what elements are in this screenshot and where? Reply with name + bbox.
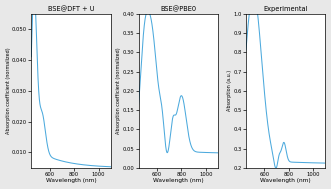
X-axis label: Wavelength (nm): Wavelength (nm) bbox=[153, 178, 204, 184]
Y-axis label: Absorption coefficient (normalized): Absorption coefficient (normalized) bbox=[116, 48, 121, 134]
X-axis label: Wavelength (nm): Wavelength (nm) bbox=[260, 178, 311, 184]
Y-axis label: Absorption (a.u.): Absorption (a.u.) bbox=[227, 70, 232, 112]
Title: BSE@PBE0: BSE@PBE0 bbox=[160, 5, 196, 12]
Title: Experimental: Experimental bbox=[263, 6, 308, 12]
X-axis label: Wavelength (nm): Wavelength (nm) bbox=[46, 178, 96, 184]
Y-axis label: Absorption coefficient (normalized): Absorption coefficient (normalized) bbox=[6, 48, 11, 134]
Title: BSE@DFT + U: BSE@DFT + U bbox=[48, 5, 94, 12]
